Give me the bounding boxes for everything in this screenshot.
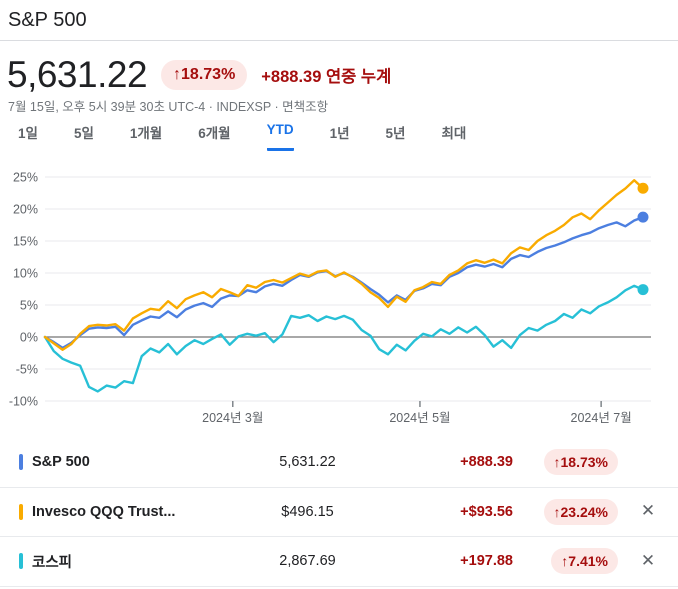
row-value: $496.15 xyxy=(281,503,334,520)
comparison-table: S&P 500 5,631.22 +888.39 ↑18.73% Invesco… xyxy=(0,438,678,587)
y-axis-label: -10% xyxy=(9,395,38,409)
table-row[interactable]: S&P 500 5,631.22 +888.39 ↑18.73% xyxy=(0,438,678,488)
tab-6m[interactable]: 6개월 xyxy=(198,126,231,141)
range-tab-bar: 1일 5일 1개월 6개월 YTD 1년 5년 최대 xyxy=(18,122,466,151)
price-chart[interactable]: 25% 20% 15% 10% 5% 0% -5% -10% 2024년 3월 2024년 5월 2… xyxy=(0,160,678,438)
tab-1y[interactable]: 1년 xyxy=(329,126,350,141)
close-icon[interactable]: ✕ xyxy=(640,501,656,521)
row-name: Invesco QQQ Trust... xyxy=(32,503,176,520)
series-line xyxy=(43,284,645,393)
y-axis-label: 15% xyxy=(13,235,38,249)
table-row[interactable]: 코스피 2,867.69 +197.88 ↑7.41% ✕ xyxy=(0,537,678,587)
y-axis-label: 0% xyxy=(20,331,38,345)
table-row[interactable]: Invesco QQQ Trust... $496.15 +$93.56 ↑23… xyxy=(0,488,678,537)
disclaimer-link[interactable]: 면책조항 xyxy=(282,100,329,114)
row-name: S&P 500 xyxy=(32,454,90,471)
tab-1d[interactable]: 1일 xyxy=(18,126,38,141)
series-line xyxy=(43,179,645,352)
tab-5y[interactable]: 5년 xyxy=(385,126,406,141)
current-price: 5,631.22 xyxy=(7,54,148,95)
tab-ytd[interactable]: YTD xyxy=(266,122,294,151)
y-axis-label: -5% xyxy=(16,363,38,377)
row-value: 2,867.69 xyxy=(279,553,336,570)
close-icon[interactable]: ✕ xyxy=(640,550,656,570)
row-change: +$93.56 xyxy=(460,503,513,520)
row-name: 코스피 xyxy=(32,554,73,571)
row-percent-badge: ↑23.24% xyxy=(543,498,618,525)
series-end-dot xyxy=(637,284,649,296)
quote-meta: 7월 15일, 오후 5시 39분 30초 UTC-4 · INDEXSP · … xyxy=(8,96,328,115)
quote-meta-text: 7월 15일, 오후 5시 39분 30초 UTC-4 · INDEXSP · xyxy=(8,100,283,114)
row-percent-badge: ↑7.41% xyxy=(551,548,618,575)
y-axis-label: 10% xyxy=(13,267,38,281)
price-change-text: +888.39 연중 누계 xyxy=(261,68,392,86)
row-change: +888.39 xyxy=(460,454,513,471)
header-divider xyxy=(0,40,678,41)
page-title: S&P 500 xyxy=(8,9,87,31)
row-value: 5,631.22 xyxy=(279,454,336,471)
x-axis-label: 2024년 7월 xyxy=(571,411,632,425)
y-axis-label: 25% xyxy=(13,171,38,185)
tab-5d[interactable]: 5일 xyxy=(73,126,94,141)
series-end-dot xyxy=(637,182,649,194)
tab-1m[interactable]: 1개월 xyxy=(129,126,163,141)
tab-max[interactable]: 최대 xyxy=(441,126,467,141)
row-percent-badge: ↑18.73% xyxy=(543,449,618,476)
series-end-dot xyxy=(637,211,649,223)
price-change-percent-badge: ↑18.73% xyxy=(161,60,248,90)
series-color-marker xyxy=(19,553,23,570)
row-change: +197.88 xyxy=(460,553,513,570)
series-color-marker xyxy=(19,503,23,520)
x-axis-label: 2024년 5월 xyxy=(389,411,450,425)
y-axis-label: 5% xyxy=(20,299,38,313)
series-line xyxy=(43,215,645,350)
x-axis-label: 2024년 3월 xyxy=(202,411,263,425)
series-color-marker xyxy=(19,454,23,471)
y-axis-label: 20% xyxy=(13,203,38,217)
price-row: 5,631.22 ↑18.73% +888.39 연중 누계 xyxy=(7,56,391,94)
